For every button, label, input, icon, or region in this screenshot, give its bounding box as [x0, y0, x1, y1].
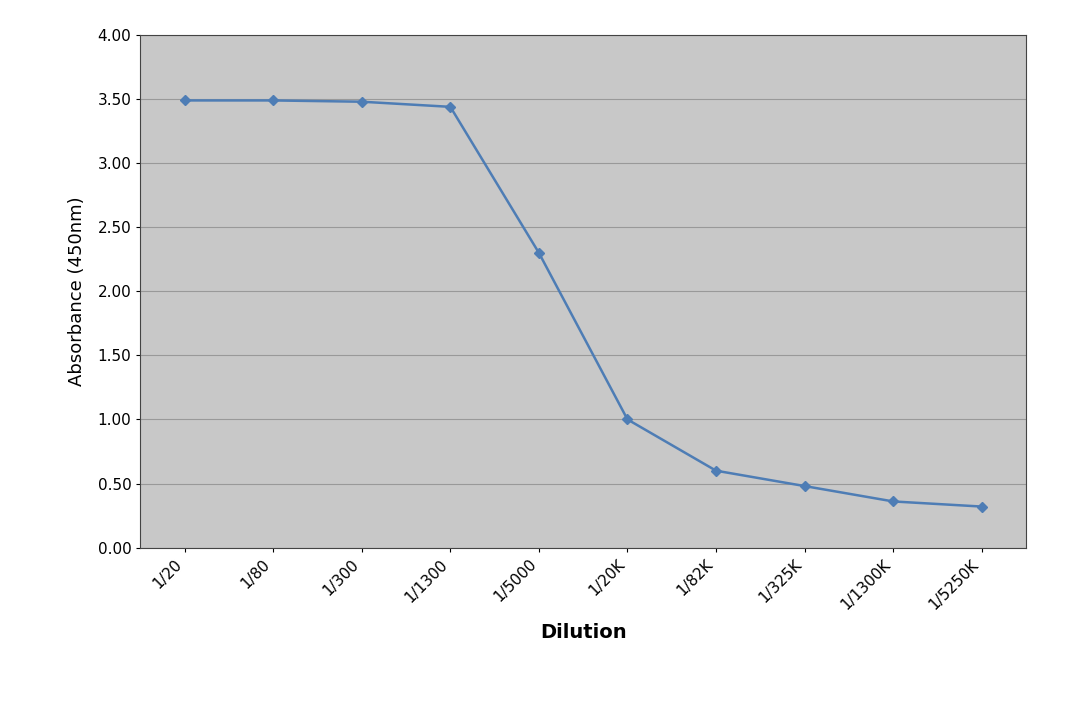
X-axis label: Dilution: Dilution — [540, 623, 626, 642]
Y-axis label: Absorbance (450nm): Absorbance (450nm) — [68, 197, 86, 386]
